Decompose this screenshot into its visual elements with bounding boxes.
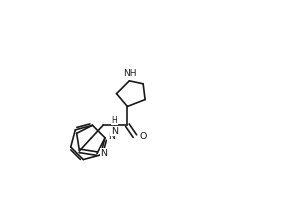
Text: N: N — [109, 132, 116, 141]
Text: O: O — [139, 132, 147, 141]
Text: H: H — [112, 116, 117, 125]
Text: N: N — [100, 149, 107, 158]
Text: N: N — [111, 127, 118, 136]
Text: NH: NH — [124, 69, 137, 78]
